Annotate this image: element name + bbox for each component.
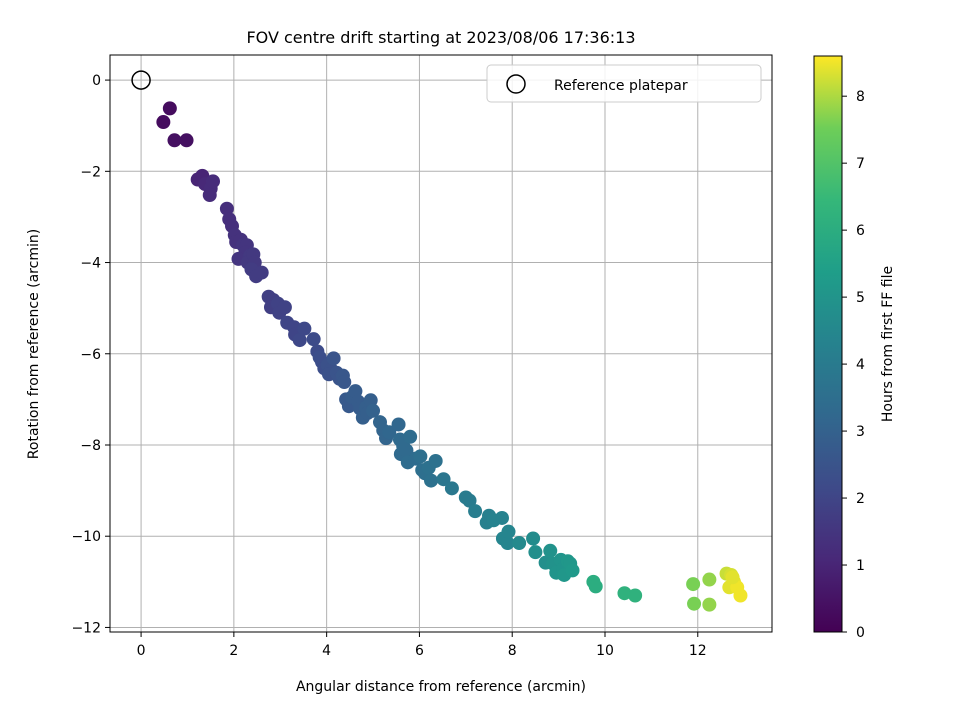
data-point	[495, 510, 510, 525]
plot-area: 0 2 4 6 8 10 12 0 −2 −4 −6 −8 −10 −12	[71, 54, 773, 659]
data-point	[702, 597, 717, 612]
data-point	[156, 115, 171, 130]
data-point	[391, 417, 406, 432]
data-point	[428, 453, 443, 468]
data-point	[686, 577, 701, 592]
data-point	[702, 572, 717, 587]
data-point	[526, 531, 541, 546]
data-point	[543, 543, 558, 558]
x-tick-label: 4	[322, 643, 331, 659]
colorbar-tick-label: 1	[856, 558, 865, 574]
data-point	[588, 579, 603, 594]
colorbar-tick-label: 8	[856, 89, 865, 105]
data-point	[628, 588, 643, 603]
colorbar-gradient	[813, 55, 843, 633]
data-point	[179, 133, 194, 148]
legend: Reference platepar	[486, 64, 762, 103]
legend-label: Reference platepar	[554, 78, 688, 94]
colorbar: 0 1 2 3 4 5 6 7 8 Hours from first FF file	[813, 55, 896, 641]
x-tick-label: 12	[689, 643, 707, 659]
data-point	[444, 481, 459, 496]
data-point	[733, 588, 748, 603]
data-point	[462, 493, 477, 508]
colorbar-tick-label: 7	[856, 156, 865, 172]
grid	[110, 55, 772, 632]
data-point	[363, 393, 378, 408]
data-point	[725, 570, 740, 585]
chart-title: FOV centre drift starting at 2023/08/06 …	[246, 28, 635, 47]
x-tick-label: 6	[415, 643, 424, 659]
x-tick-label: 0	[137, 643, 146, 659]
data-point	[399, 443, 414, 458]
x-tick-label: 10	[596, 643, 614, 659]
data-point	[162, 101, 177, 116]
data-point	[528, 545, 543, 560]
y-tick-label: −2	[80, 164, 101, 180]
y-tick-label: 0	[92, 73, 101, 89]
plot-frame	[109, 54, 773, 633]
x-tick-label: 8	[508, 643, 517, 659]
data-point	[297, 321, 312, 336]
legend-marker	[506, 74, 526, 94]
y-tick-label: −12	[71, 620, 101, 636]
data-point	[348, 384, 363, 399]
data-point	[436, 472, 451, 487]
y-axis-label: Rotation from reference (arcmin)	[26, 229, 42, 459]
x-axis-label: Angular distance from reference (arcmin)	[296, 679, 586, 695]
data-point	[306, 332, 321, 347]
data-point	[424, 473, 439, 488]
data-point	[277, 300, 292, 315]
data-point	[403, 429, 418, 444]
reference-platepar-marker	[131, 70, 151, 90]
data-point	[167, 133, 182, 148]
colorbar-ticks: 0 1 2 3 4 5 6 7 8	[842, 89, 865, 641]
colorbar-tick-label: 3	[856, 424, 865, 440]
colorbar-tick-label: 2	[856, 491, 865, 507]
data-point	[512, 536, 527, 551]
data-point	[337, 375, 352, 390]
x-tick-label: 2	[229, 643, 238, 659]
x-axis-ticks: 0 2 4 6 8 10 12	[137, 632, 707, 659]
colorbar-tick-label: 6	[856, 223, 865, 239]
data-point	[501, 524, 516, 539]
data-point	[292, 333, 307, 348]
data-point	[468, 504, 483, 519]
data-point	[254, 265, 269, 280]
data-point	[413, 449, 428, 464]
y-axis-ticks: 0 −2 −4 −6 −8 −10 −12	[71, 73, 110, 636]
data-point	[205, 174, 220, 189]
data-point	[202, 188, 217, 203]
data-point	[687, 596, 702, 611]
data-points	[156, 101, 748, 612]
data-point	[500, 536, 515, 551]
y-tick-label: −4	[80, 256, 101, 272]
y-tick-label: −10	[71, 529, 101, 545]
data-point	[617, 586, 632, 601]
data-point	[366, 403, 381, 418]
colorbar-label: Hours from first FF file	[880, 266, 896, 422]
y-tick-label: −8	[80, 438, 101, 454]
y-tick-label: −6	[80, 347, 101, 363]
colorbar-tick-label: 4	[856, 357, 865, 373]
data-point	[219, 201, 234, 216]
legend-box	[486, 64, 762, 103]
colorbar-tick-label: 0	[856, 625, 865, 641]
data-point	[382, 425, 397, 440]
data-point	[565, 563, 580, 578]
data-point	[326, 351, 341, 366]
colorbar-tick-label: 5	[856, 290, 865, 306]
